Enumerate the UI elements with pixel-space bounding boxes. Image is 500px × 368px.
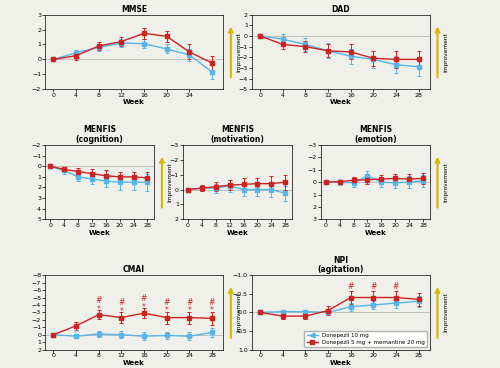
Text: *: *: [210, 307, 214, 315]
X-axis label: Week: Week: [226, 230, 248, 236]
Text: *: *: [120, 307, 124, 316]
Text: #: #: [96, 296, 102, 305]
Title: MENFIS
(cognition): MENFIS (cognition): [76, 125, 124, 144]
X-axis label: Week: Week: [124, 99, 145, 105]
X-axis label: Week: Week: [330, 99, 351, 105]
Text: #: #: [141, 294, 148, 303]
Text: #: #: [370, 282, 376, 291]
X-axis label: Week: Week: [124, 360, 145, 366]
Text: #: #: [209, 297, 215, 307]
Title: MENFIS
(motivation): MENFIS (motivation): [210, 125, 264, 144]
X-axis label: Week: Week: [330, 360, 351, 366]
Text: Improvement: Improvement: [168, 162, 172, 202]
Title: MMSE: MMSE: [121, 5, 147, 14]
Legend: Donepezil 10 mg, Donepezil 5 mg + memantine 20 mg: Donepezil 10 mg, Donepezil 5 mg + memant…: [304, 331, 427, 347]
Text: Improvement: Improvement: [236, 32, 242, 72]
Text: #: #: [164, 297, 170, 307]
Title: NPI
(agitation): NPI (agitation): [318, 256, 364, 275]
Text: Improvement: Improvement: [236, 293, 242, 332]
Text: #: #: [393, 282, 399, 291]
Text: *: *: [188, 307, 192, 315]
Title: CMAI: CMAI: [123, 265, 145, 275]
Title: DAD: DAD: [332, 5, 350, 14]
Text: *: *: [74, 329, 78, 338]
Text: #: #: [118, 298, 124, 307]
Text: #: #: [186, 297, 192, 307]
Text: *: *: [165, 307, 168, 315]
Text: Improvement: Improvement: [443, 293, 448, 332]
Text: *: *: [97, 305, 100, 314]
Text: *: *: [142, 303, 146, 312]
Text: #: #: [348, 282, 354, 291]
Text: Improvement: Improvement: [443, 162, 448, 202]
X-axis label: Week: Week: [89, 230, 110, 236]
X-axis label: Week: Week: [364, 230, 386, 236]
Title: MENFIS
(emotion): MENFIS (emotion): [354, 125, 397, 144]
Text: Improvement: Improvement: [443, 32, 448, 72]
